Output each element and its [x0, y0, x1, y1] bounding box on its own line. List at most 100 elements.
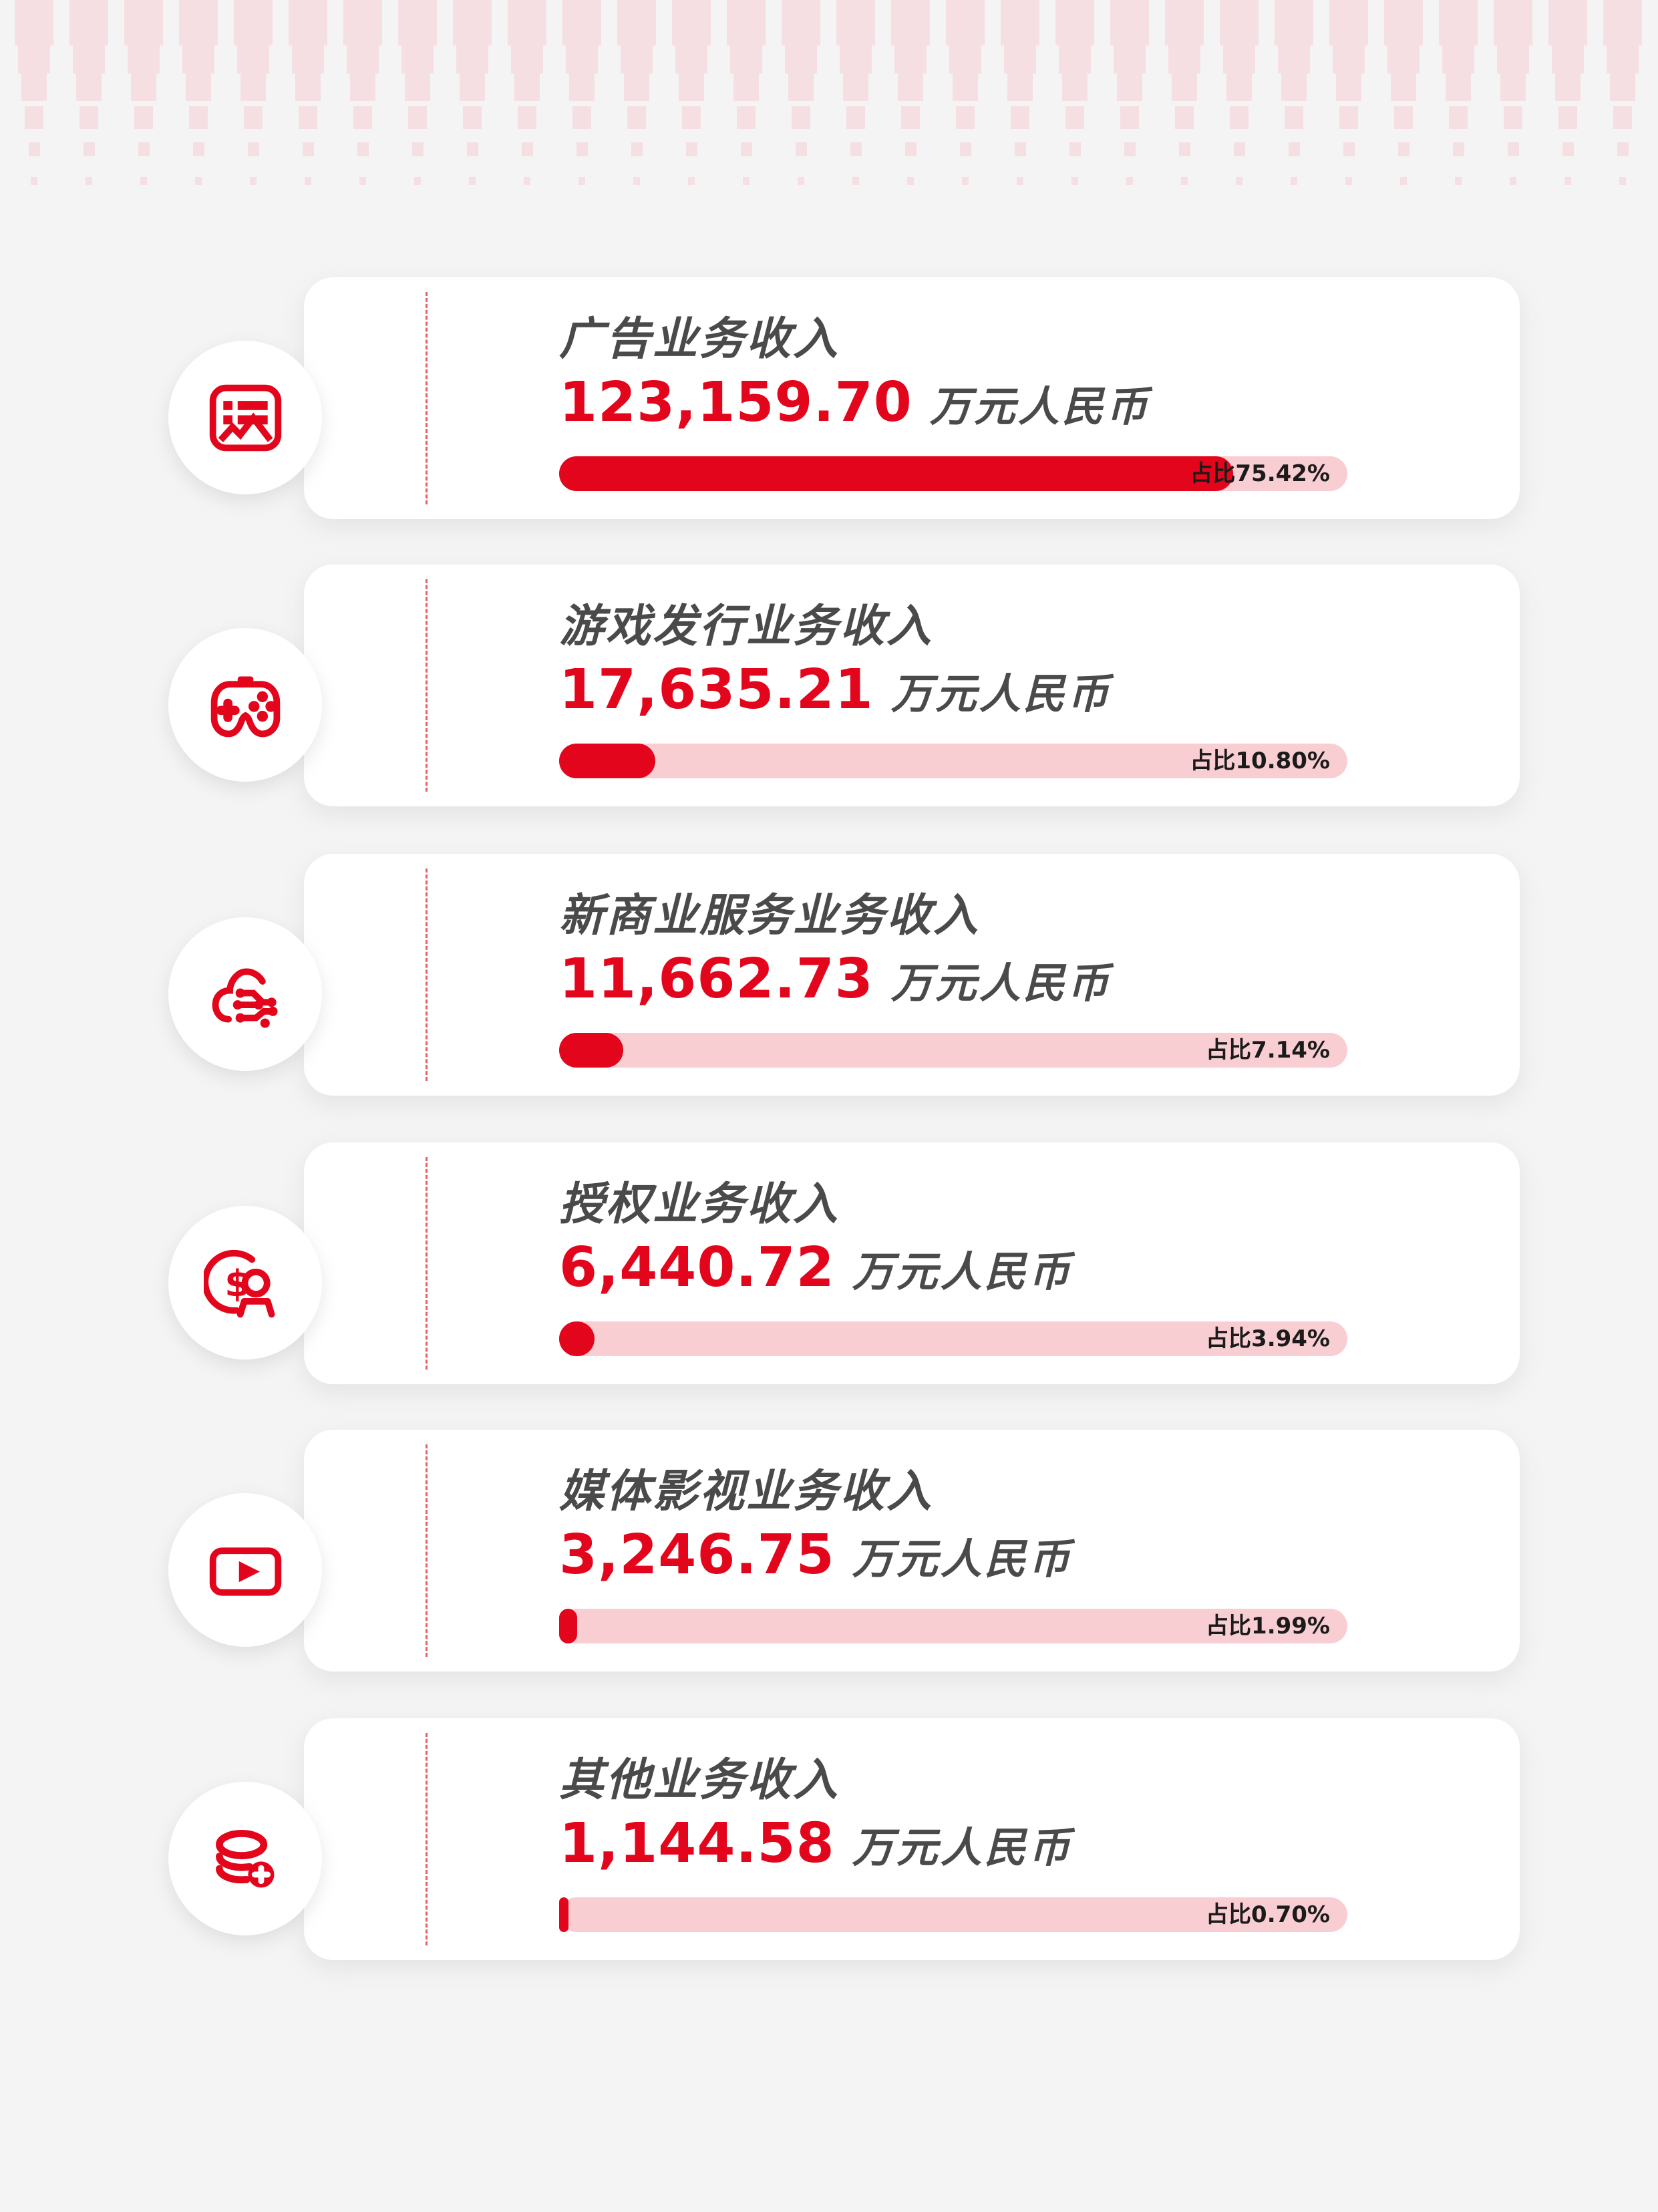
decorative-square	[140, 177, 147, 186]
revenue-progress-bar: 占比75.42%	[559, 456, 1347, 491]
decorative-square	[852, 177, 859, 186]
revenue-label: 新商业服务业务收入	[559, 889, 980, 941]
dollar-person-license-icon: $	[168, 1206, 322, 1360]
decorative-square	[1065, 106, 1084, 129]
decorative-square	[962, 177, 969, 186]
revenue-label: 广告业务收入	[559, 312, 840, 365]
decorative-square	[186, 69, 211, 101]
decorative-square	[1333, 34, 1365, 74]
decorative-square	[1014, 142, 1026, 157]
decorative-square	[572, 106, 591, 129]
decorative-square	[631, 142, 643, 157]
decorative-square	[1059, 34, 1091, 74]
decorative-square	[234, 0, 273, 46]
revenue-unit: 万元人民币	[929, 382, 1150, 431]
decorative-square	[1391, 69, 1416, 101]
decorative-square-pattern	[0, 0, 1658, 200]
decorative-square	[682, 106, 701, 129]
decorative-square	[460, 69, 485, 101]
decorative-square	[1562, 142, 1574, 157]
decorative-square	[688, 177, 695, 186]
revenue-row: 其他业务收入 1,144.58 万元人民币 占比0.70%	[168, 1718, 1520, 1960]
revenue-row: 游戏发行业务收入 17,635.21 万元人民币 占比10.80%	[168, 565, 1520, 806]
decorative-square	[679, 69, 704, 101]
revenue-value-row: 1,144.58 万元人民币	[559, 1812, 1073, 1875]
decorative-square	[124, 0, 163, 46]
decorative-square	[1610, 69, 1635, 101]
revenue-progress-bar: 占比1.99%	[559, 1609, 1347, 1643]
decorative-square	[1439, 0, 1478, 46]
decorative-square	[192, 142, 204, 157]
video-play-icon	[168, 1493, 322, 1647]
decorative-square	[1603, 0, 1642, 46]
card-divider	[426, 1733, 428, 1945]
decorative-square	[1230, 106, 1249, 129]
revenue-progress-bar: 占比0.70%	[559, 1897, 1347, 1932]
decorative-square	[1226, 69, 1252, 101]
progress-fill	[559, 1321, 595, 1356]
decorative-square	[76, 69, 102, 101]
decorative-square	[359, 177, 366, 186]
decorative-square	[237, 34, 269, 74]
card-divider	[426, 868, 428, 1081]
decorative-square	[244, 106, 263, 129]
decorative-square	[624, 69, 649, 101]
revenue-percent-label: 占比1.99%	[1206, 1613, 1330, 1639]
decorative-square	[1114, 34, 1146, 74]
decorative-square	[959, 142, 971, 157]
decorative-square	[347, 34, 379, 74]
revenue-percent-label: 占比10.80%	[1190, 748, 1330, 774]
decorative-square	[1607, 34, 1639, 74]
decorative-square	[247, 142, 259, 157]
card-divider	[426, 1444, 428, 1657]
decorative-square	[785, 34, 817, 74]
decorative-square	[456, 34, 488, 74]
card-divider	[426, 292, 428, 504]
revenue-value: 123,159.70	[559, 371, 913, 434]
decorative-square	[1069, 142, 1081, 157]
decorative-square	[894, 34, 927, 74]
decorative-square	[846, 106, 865, 129]
decorative-square	[1452, 142, 1464, 157]
decorative-square	[15, 0, 53, 46]
decorative-square	[21, 69, 47, 101]
decorative-square	[1384, 0, 1423, 46]
decorative-square	[562, 0, 601, 46]
decorative-square	[1564, 177, 1571, 186]
decorative-square	[1497, 34, 1529, 74]
decorative-square	[1172, 69, 1197, 101]
decorative-square	[1071, 177, 1078, 186]
revenue-percent-label: 占比75.42%	[1190, 460, 1330, 487]
progress-fill	[559, 744, 656, 778]
decorative-square	[240, 69, 266, 101]
revenue-percent-label: 占比3.94%	[1206, 1325, 1330, 1352]
decorative-square	[295, 69, 321, 101]
decorative-square	[675, 34, 707, 74]
decorative-square	[1345, 177, 1352, 186]
decorative-square	[904, 142, 917, 157]
revenue-label: 授权业务收入	[559, 1177, 840, 1230]
revenue-value-row: 6,440.72 万元人民币	[559, 1236, 1073, 1299]
decorative-square	[576, 142, 588, 157]
decorative-square	[1387, 34, 1420, 74]
decorative-square	[83, 142, 95, 157]
decorative-square	[521, 142, 533, 157]
decorative-square	[469, 177, 476, 186]
revenue-value-row: 11,662.73 万元人民币	[559, 947, 1112, 1011]
decorative-square	[1120, 106, 1139, 129]
decorative-square	[289, 0, 327, 46]
revenue-value: 17,635.21	[559, 658, 874, 722]
decorative-square	[1288, 142, 1300, 157]
revenue-label: 其他业务收入	[559, 1753, 840, 1806]
decorative-square	[685, 142, 697, 157]
decorative-square	[633, 177, 640, 186]
decorative-square	[1011, 106, 1029, 129]
decorative-square	[1494, 0, 1532, 46]
decorative-square	[1455, 177, 1462, 186]
decorative-square	[182, 34, 214, 74]
game-controller-icon	[168, 628, 322, 782]
decorative-square	[795, 142, 807, 157]
decorative-square	[1291, 177, 1297, 186]
decorative-square	[138, 142, 150, 157]
